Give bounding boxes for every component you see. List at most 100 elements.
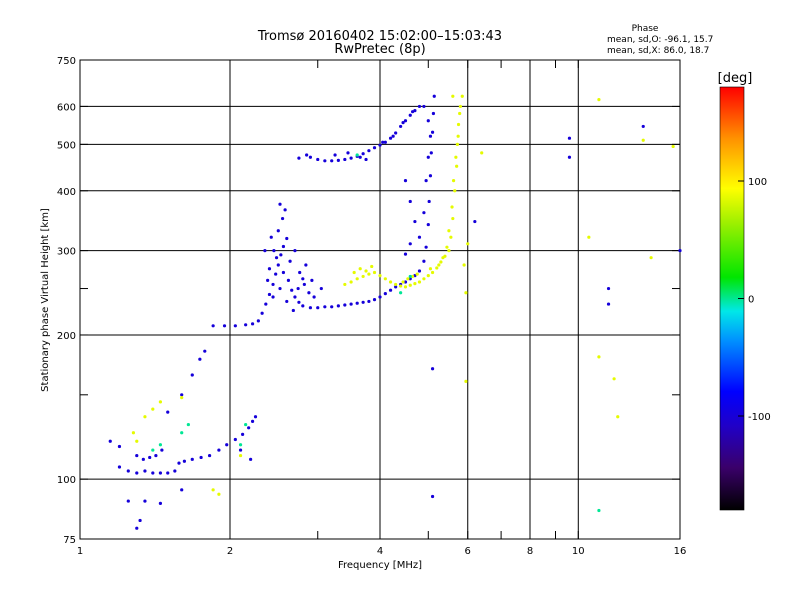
- echo-point: [430, 494, 435, 499]
- echo-point: [117, 465, 122, 469]
- echo-point: [447, 229, 451, 233]
- echo-point: [288, 259, 292, 263]
- echo-point: [415, 272, 419, 276]
- echo-point: [480, 151, 484, 155]
- echo-point: [426, 155, 430, 159]
- echo-point: [378, 295, 382, 299]
- echo-point: [451, 179, 456, 183]
- echo-point: [190, 457, 194, 461]
- echo-point: [250, 419, 255, 423]
- echo-point: [293, 295, 297, 299]
- echo-point: [678, 249, 682, 253]
- echo-point: [417, 235, 422, 239]
- echo-point: [597, 508, 601, 513]
- echo-point: [308, 306, 313, 310]
- echo-point: [297, 156, 301, 160]
- echo-point: [211, 488, 215, 492]
- echo-point: [217, 448, 221, 452]
- echo-point: [401, 121, 405, 125]
- echo-point: [260, 311, 264, 315]
- echo-point: [454, 155, 458, 159]
- echo-point: [388, 288, 393, 292]
- echo-point: [381, 140, 385, 144]
- echo-point: [401, 280, 405, 284]
- echo-point: [158, 400, 163, 404]
- echo-point: [263, 249, 267, 253]
- echo-point: [336, 158, 340, 162]
- echo-point: [283, 208, 287, 212]
- echo-point: [135, 439, 139, 443]
- echo-point: [606, 302, 611, 306]
- echo-point: [271, 282, 275, 287]
- x-tick-label: 8: [527, 546, 533, 557]
- y-tick-label: 400: [57, 187, 76, 198]
- echo-point: [606, 286, 611, 291]
- echo-point: [616, 415, 620, 419]
- echo-point: [597, 97, 601, 102]
- echo-point: [370, 264, 374, 269]
- echo-point: [280, 216, 285, 221]
- y-tick-labels: 75 100 200 300 400 500 600 750: [57, 56, 76, 546]
- echo-point: [460, 94, 464, 98]
- x-axis-label: Frequency [MHz]: [338, 560, 422, 571]
- echo-point: [453, 189, 457, 193]
- echo-point: [408, 274, 412, 279]
- y-tick-label: 200: [57, 331, 76, 342]
- echo-point: [301, 277, 305, 281]
- data-points: [108, 94, 682, 530]
- grid-lines: [80, 60, 680, 539]
- echo-point: [422, 277, 426, 281]
- echo-point: [408, 277, 412, 281]
- echo-point: [143, 415, 147, 419]
- echo-point: [358, 267, 362, 271]
- x-tick-label: 16: [674, 546, 687, 557]
- echo-point: [158, 443, 163, 447]
- echo-point: [281, 270, 286, 275]
- echo-point: [108, 439, 112, 443]
- echo-point: [285, 299, 289, 304]
- echo-point: [447, 249, 451, 253]
- echo-point: [394, 131, 398, 135]
- echo-point: [612, 377, 616, 381]
- echo-point: [403, 119, 408, 123]
- echo-point: [361, 152, 365, 156]
- echo-point: [135, 453, 139, 458]
- echo-point: [151, 407, 155, 411]
- echo-point: [158, 471, 163, 475]
- echo-point: [383, 277, 387, 281]
- echo-point: [464, 379, 468, 383]
- y-tick-label: 500: [57, 140, 76, 151]
- echo-point: [278, 286, 282, 291]
- echo-point: [346, 151, 350, 155]
- echo-point: [269, 235, 273, 239]
- echo-point: [135, 526, 139, 530]
- echo-point: [473, 219, 477, 224]
- echo-point: [406, 277, 410, 281]
- echo-point: [276, 263, 280, 267]
- echo-point: [424, 179, 428, 183]
- echo-point: [597, 355, 601, 359]
- echo-point: [364, 157, 368, 162]
- echo-point: [364, 269, 368, 273]
- echo-point: [367, 299, 371, 304]
- echo-point: [410, 274, 415, 279]
- echo-point: [429, 151, 433, 155]
- echo-point: [372, 146, 377, 150]
- x-tick-label: 2: [227, 546, 233, 557]
- echo-point: [417, 104, 422, 109]
- echo-point: [641, 124, 645, 129]
- echo-point: [126, 499, 130, 503]
- echo-point: [456, 122, 461, 127]
- echo-point: [296, 286, 300, 291]
- echo-point: [135, 471, 139, 475]
- echo-point: [410, 110, 415, 114]
- echo-point: [199, 455, 203, 460]
- x-tick-label: 6: [465, 546, 471, 557]
- echo-point: [394, 282, 398, 287]
- echo-point: [567, 155, 572, 159]
- echo-point: [302, 282, 306, 287]
- echo-point: [449, 235, 453, 239]
- echo-point: [336, 304, 340, 308]
- echo-point: [422, 259, 426, 263]
